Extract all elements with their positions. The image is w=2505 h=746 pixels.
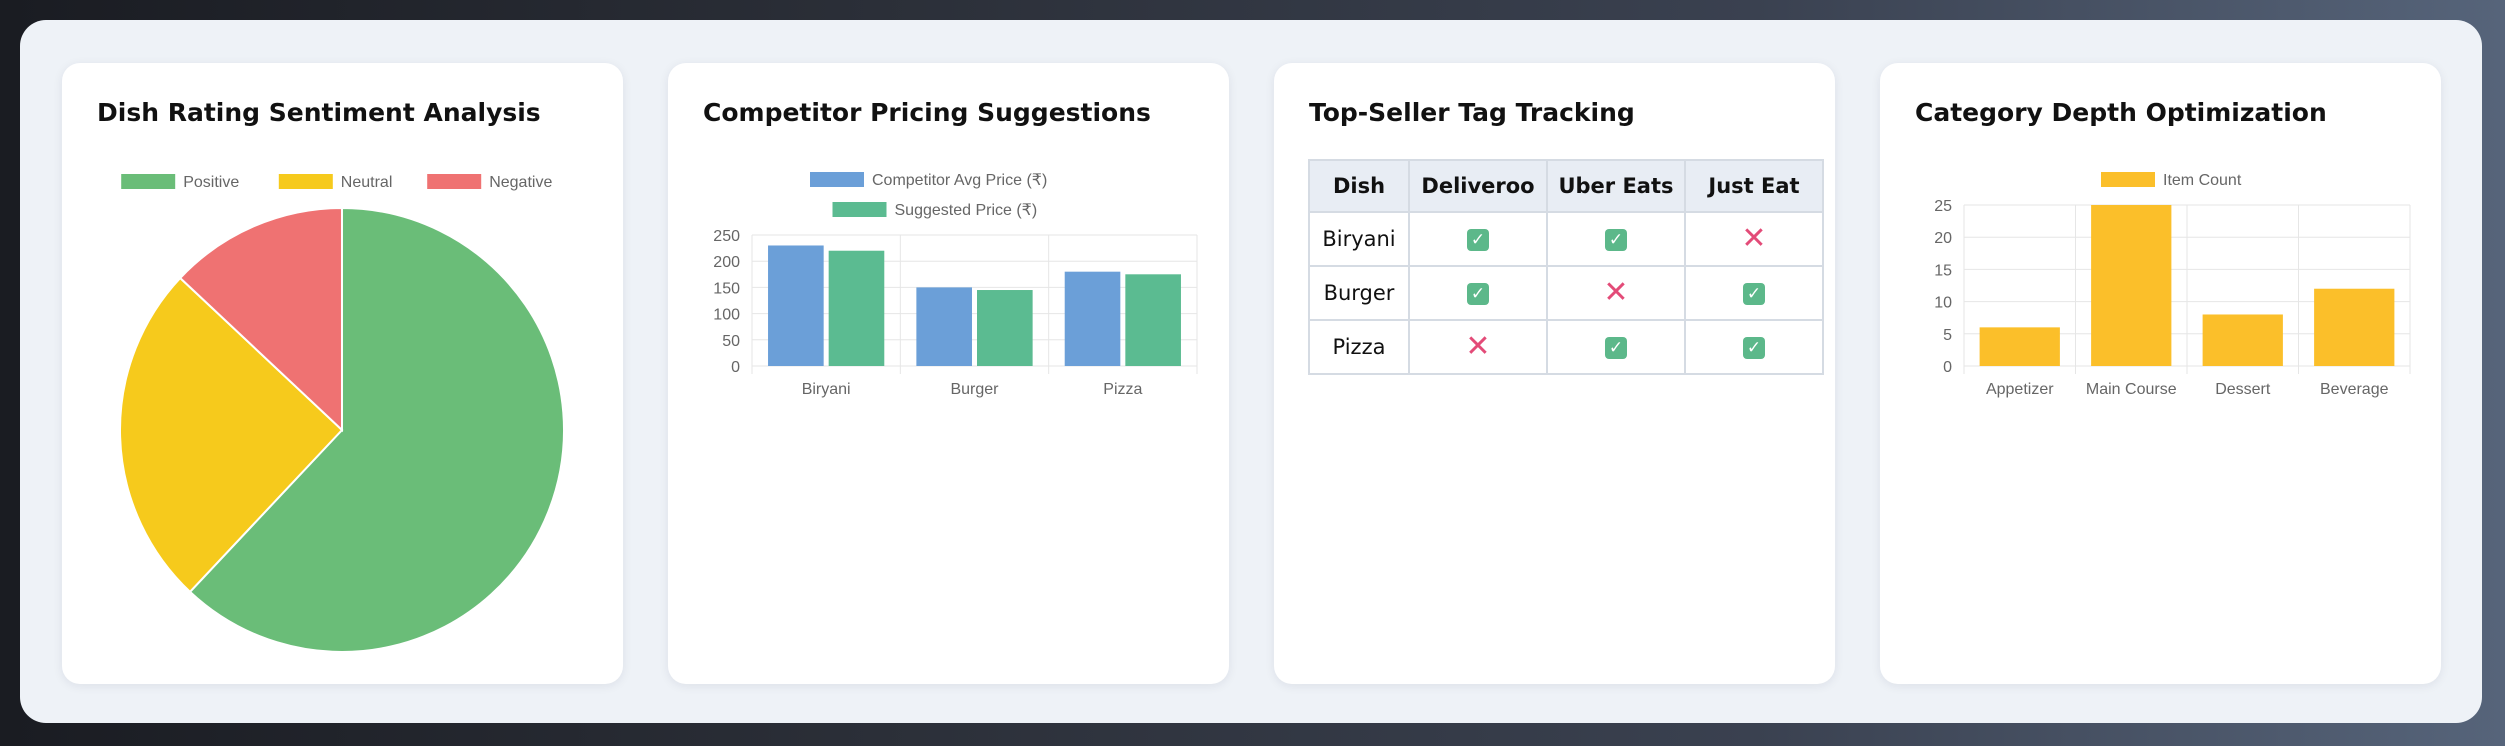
sentiment-card: Dish Rating Sentiment Analysis Positive N… bbox=[62, 63, 623, 684]
bar-biryani-suggested-price bbox=[828, 250, 885, 366]
dish-cell: Burger bbox=[1308, 265, 1410, 321]
legend-label-positive: Positive bbox=[183, 174, 239, 191]
column-header-deliveroo: Deliveroo bbox=[1408, 159, 1548, 213]
tag-cell-uber-eats: ✓ bbox=[1546, 211, 1686, 267]
category-card: Category Depth Optimization Item Count 0 5… bbox=[1880, 63, 2441, 684]
table-row: Burger ✓ ✕ ✓ bbox=[1308, 265, 1824, 321]
cross-icon: ✕ bbox=[1741, 221, 1767, 256]
bar-burger-suggested-price bbox=[977, 290, 1033, 366]
x-tick-label-beverage: Beverage bbox=[2320, 381, 2389, 398]
legend-swatch-neutral bbox=[278, 174, 333, 189]
legend-swatch-item-count bbox=[2101, 172, 2155, 187]
y-tick-label-150: 150 bbox=[713, 280, 740, 297]
legend-swatch-competitor-avg-price bbox=[810, 172, 864, 187]
legend-swatch-negative bbox=[427, 174, 482, 189]
check-box-icon: ✓ bbox=[1605, 229, 1627, 251]
x-tick-label-burger: Burger bbox=[950, 381, 999, 398]
bar-pizza-competitor-avg-price bbox=[1064, 271, 1121, 366]
x-tick-label-dessert: Dessert bbox=[2215, 381, 2271, 398]
cross-icon: ✕ bbox=[1465, 329, 1491, 364]
legend-label-neutral: Neutral bbox=[341, 174, 393, 191]
y-tick-label-50: 50 bbox=[722, 333, 740, 350]
tag-cell-just-eat: ✓ bbox=[1684, 265, 1824, 321]
legend-swatch-suggested-price bbox=[832, 202, 887, 217]
check-box-icon: ✓ bbox=[1605, 337, 1627, 359]
legend-label-negative: Negative bbox=[489, 174, 552, 191]
bar-pizza-suggested-price bbox=[1125, 274, 1181, 366]
table-row: Biryani ✓ ✓ ✕ bbox=[1308, 211, 1824, 267]
pie-slice-positive bbox=[188, 206, 565, 653]
y-tick-label-15: 15 bbox=[1934, 262, 1952, 279]
table-header-row: Dish Deliveroo Uber Eats Just Eat bbox=[1308, 159, 1824, 213]
y-tick-label-100: 100 bbox=[713, 307, 740, 324]
pricing-card-title: Competitor Pricing Suggestions bbox=[703, 98, 1151, 127]
pie-slice-negative bbox=[178, 206, 343, 433]
table-row: Pizza ✕ ✓ ✓ bbox=[1308, 319, 1824, 375]
x-tick-label-biryani: Biryani bbox=[802, 381, 851, 398]
column-header-just-eat: Just Eat bbox=[1684, 159, 1824, 213]
tag-cell-deliveroo: ✕ bbox=[1408, 319, 1548, 375]
check-box-icon: ✓ bbox=[1467, 283, 1489, 305]
y-tick-label-5: 5 bbox=[1943, 327, 1952, 344]
tag-cell-just-eat: ✓ bbox=[1684, 319, 1824, 375]
tag-cell-just-eat: ✕ bbox=[1684, 211, 1824, 267]
dashboard-panel: Dish Rating Sentiment Analysis Positive N… bbox=[20, 20, 2482, 723]
legend-label-suggested-price: Suggested Price (₹) bbox=[895, 202, 1038, 219]
check-box-icon: ✓ bbox=[1743, 337, 1765, 359]
dish-cell: Pizza bbox=[1308, 319, 1410, 375]
legend-label-item-count: Item Count bbox=[2163, 172, 2242, 189]
bar-appetizer-item-count bbox=[1979, 327, 2060, 366]
tag-cell-deliveroo: ✓ bbox=[1408, 211, 1548, 267]
pricing-bar-chart: Competitor Avg Price (₹) Suggested Price … bbox=[713, 172, 1198, 398]
tag-cell-uber-eats: ✓ bbox=[1546, 319, 1686, 375]
bar-burger-competitor-avg-price bbox=[916, 287, 972, 366]
x-tick-label-pizza: Pizza bbox=[1103, 381, 1142, 398]
sentiment-pie-chart: Positive Neutral Negative bbox=[119, 174, 565, 653]
tag-cell-deliveroo: ✓ bbox=[1408, 265, 1548, 321]
legend-label-competitor-avg-price: Competitor Avg Price (₹) bbox=[872, 172, 1047, 189]
pricing-card: Competitor Pricing Suggestions Competito… bbox=[668, 63, 1229, 684]
bar-main-course-item-count bbox=[2091, 205, 2172, 366]
x-tick-label-appetizer: Appetizer bbox=[1986, 381, 2054, 398]
y-tick-label-20: 20 bbox=[1934, 230, 1952, 247]
y-tick-label-250: 250 bbox=[713, 228, 740, 245]
legend-swatch-positive bbox=[121, 174, 176, 189]
check-box-icon: ✓ bbox=[1743, 283, 1765, 305]
dish-cell: Biryani bbox=[1308, 211, 1410, 267]
check-box-icon: ✓ bbox=[1467, 229, 1489, 251]
bar-biryani-competitor-avg-price bbox=[768, 245, 824, 366]
bar-dessert-item-count bbox=[2202, 314, 2283, 366]
y-tick-label-10: 10 bbox=[1934, 295, 1952, 312]
sentiment-card-title: Dish Rating Sentiment Analysis bbox=[97, 98, 541, 127]
tag-cell-uber-eats: ✕ bbox=[1546, 265, 1686, 321]
column-header-dish: Dish bbox=[1308, 159, 1410, 213]
y-tick-label-25: 25 bbox=[1934, 198, 1952, 215]
y-tick-label-0: 0 bbox=[1943, 359, 1952, 376]
y-tick-label-0: 0 bbox=[731, 359, 740, 376]
category-bar-chart: Item Count 0 5 10 15 20 25 Appetizer Main Course… bbox=[1934, 172, 2411, 398]
bar-beverage-item-count bbox=[2314, 288, 2395, 366]
top-seller-card: Top-Seller Tag Tracking Dish Deliveroo U… bbox=[1274, 63, 1835, 684]
y-tick-label-200: 200 bbox=[713, 254, 740, 271]
cross-icon: ✕ bbox=[1603, 275, 1629, 310]
category-card-title: Category Depth Optimization bbox=[1915, 98, 2327, 127]
x-tick-label-main-course: Main Course bbox=[2086, 381, 2177, 398]
top-seller-table: Dish Deliveroo Uber Eats Just Eat Biryan… bbox=[1308, 159, 1824, 375]
top-seller-card-title: Top-Seller Tag Tracking bbox=[1309, 98, 1635, 127]
column-header-uber-eats: Uber Eats bbox=[1546, 159, 1686, 213]
pie-slice-neutral bbox=[119, 276, 344, 594]
